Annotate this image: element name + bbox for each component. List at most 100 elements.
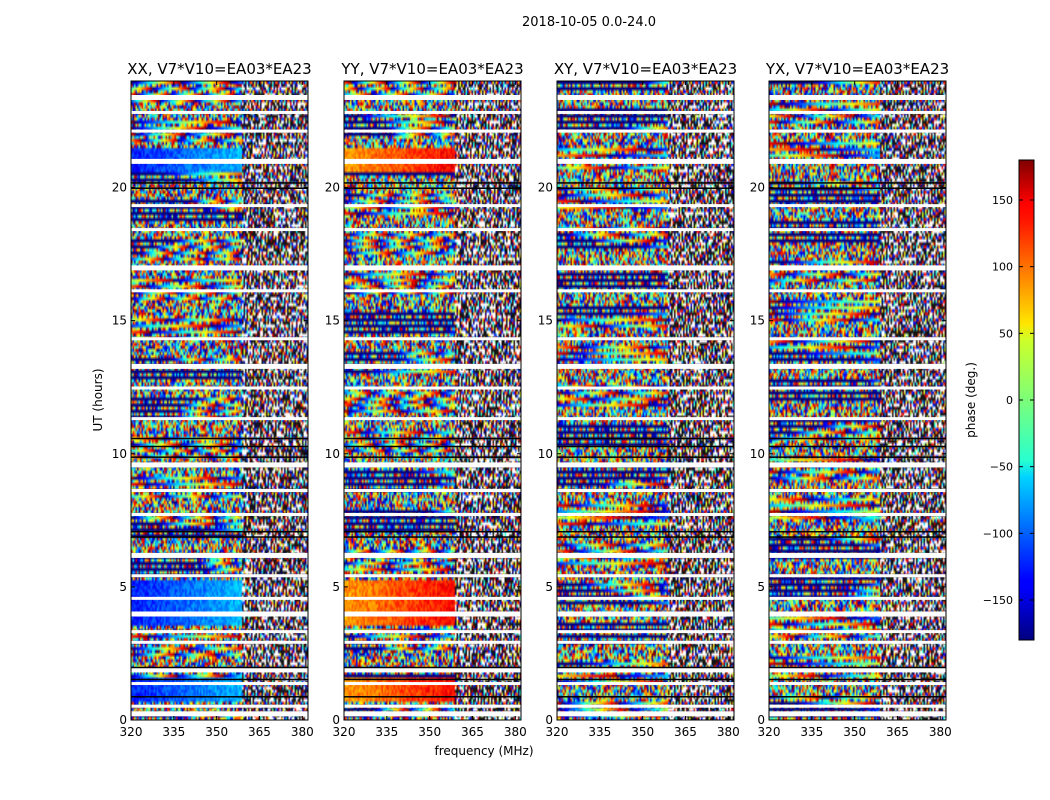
scan-boundary xyxy=(557,530,734,533)
scan-boundary xyxy=(131,445,308,448)
scan-boundary xyxy=(557,678,734,681)
scan-boundary xyxy=(344,536,521,538)
scan-boundary xyxy=(344,678,521,681)
panel-xx: XX, V7*V10=EA03*EA23 320 335 350 365 380 0 5 10 1… xyxy=(112,60,314,739)
flagged-gap xyxy=(769,667,946,673)
scan-boundary xyxy=(131,666,308,669)
x-tick-label: 350 xyxy=(631,725,654,739)
flagged-gap xyxy=(344,110,521,114)
flagged-gap xyxy=(344,94,521,100)
colorbar-tick-label: −150 xyxy=(983,594,1013,607)
flagged-gap xyxy=(769,596,946,600)
flagged-gap xyxy=(557,552,734,558)
flagged-gap xyxy=(131,228,308,232)
scan-boundary xyxy=(344,530,521,533)
scan-boundary xyxy=(344,187,521,189)
flagged-gap xyxy=(344,228,521,232)
y-tick-label: 5 xyxy=(332,580,340,594)
flagged-gap xyxy=(769,417,946,421)
flagged-gap xyxy=(131,682,308,686)
flagged-gap xyxy=(344,596,521,600)
y-tick-label: 5 xyxy=(545,580,553,594)
flagged-gap xyxy=(557,611,734,617)
flagged-gap xyxy=(557,158,734,164)
flagged-gap xyxy=(769,386,946,390)
flagged-gap xyxy=(769,94,946,100)
x-tick-label: 365 xyxy=(674,725,697,739)
flagged-gap xyxy=(131,512,308,516)
flagged-gap xyxy=(557,489,734,493)
flagged-gap xyxy=(769,204,946,208)
scan-boundary xyxy=(557,456,734,458)
flagged-gap xyxy=(769,704,946,708)
flagged-gap xyxy=(344,158,521,164)
flagged-gap xyxy=(769,363,946,369)
flagged-gap xyxy=(131,611,308,617)
flagged-gap xyxy=(557,640,734,644)
panels: XX, V7*V10=EA03*EA23 320 335 350 365 380 0 5 10 1… xyxy=(112,60,952,739)
scan-boundary xyxy=(131,536,308,538)
scan-boundary xyxy=(344,437,521,440)
flagged-gap xyxy=(769,129,946,133)
flagged-gap xyxy=(769,228,946,232)
scan-boundary xyxy=(769,182,946,184)
flagged-gap xyxy=(769,265,946,271)
y-tick-label: 5 xyxy=(757,580,765,594)
flagged-gap xyxy=(344,489,521,493)
x-tick-label: 350 xyxy=(843,725,866,739)
flagged-gap xyxy=(344,462,521,468)
y-tick-label: 10 xyxy=(325,447,340,461)
flagged-gap xyxy=(131,711,308,717)
x-tick-label: 335 xyxy=(375,725,398,739)
scan-boundary xyxy=(769,437,946,440)
flagged-gap xyxy=(131,110,308,114)
scan-boundary xyxy=(344,696,521,698)
y-tick-label: 15 xyxy=(112,314,127,328)
x-tick-label: 380 xyxy=(929,725,952,739)
flagged-gap xyxy=(769,337,946,341)
scan-boundary xyxy=(769,678,946,681)
flagged-gap xyxy=(769,512,946,516)
flagged-gap xyxy=(131,462,308,468)
heatmap-image xyxy=(131,81,308,720)
flagged-gap xyxy=(557,630,734,634)
flagged-gap xyxy=(131,489,308,493)
scan-boundary xyxy=(769,187,946,189)
y-tick-label: 20 xyxy=(112,181,127,195)
flagged-gap xyxy=(769,552,946,558)
flagged-gap xyxy=(769,611,946,617)
panel-title: XY, V7*V10=EA03*EA23 xyxy=(554,60,737,78)
flagged-gap xyxy=(131,596,308,600)
scan-boundary xyxy=(557,437,734,440)
flagged-gap xyxy=(344,204,521,208)
x-tick-label: 380 xyxy=(291,725,314,739)
scan-boundary xyxy=(131,187,308,189)
colorbar-tick-label: −50 xyxy=(990,461,1013,474)
scan-boundary xyxy=(769,536,946,538)
flagged-gap xyxy=(344,667,521,673)
flagged-gap xyxy=(131,94,308,100)
y-tick-label: 5 xyxy=(119,580,127,594)
y-tick-label: 10 xyxy=(538,447,553,461)
flagged-gap xyxy=(769,462,946,468)
flagged-gap xyxy=(344,417,521,421)
flagged-gap xyxy=(344,337,521,341)
colorbar: −150 −100 −50 0 50 100 150 phase (deg.) xyxy=(964,159,1035,641)
flagged-gap xyxy=(344,630,521,634)
panel-yx: YX, V7*V10=EA03*EA23 320 335 350 365 380 0 5 10 1… xyxy=(750,60,952,739)
flagged-gap xyxy=(344,640,521,644)
y-tick-label: 15 xyxy=(538,314,553,328)
flagged-gap xyxy=(769,289,946,293)
colorbar-tick-label: 150 xyxy=(992,194,1013,207)
scan-boundary xyxy=(131,678,308,681)
flagged-gap xyxy=(131,630,308,634)
colorbar-tick-label: 50 xyxy=(999,327,1013,340)
scan-boundary xyxy=(557,696,734,698)
x-tick-label: 350 xyxy=(205,725,228,739)
flagged-gap xyxy=(131,386,308,390)
flagged-gap xyxy=(344,386,521,390)
scan-boundary xyxy=(557,187,734,189)
flagged-gap xyxy=(131,640,308,644)
panel-frame xyxy=(768,80,947,721)
heatmap-image xyxy=(557,81,734,720)
